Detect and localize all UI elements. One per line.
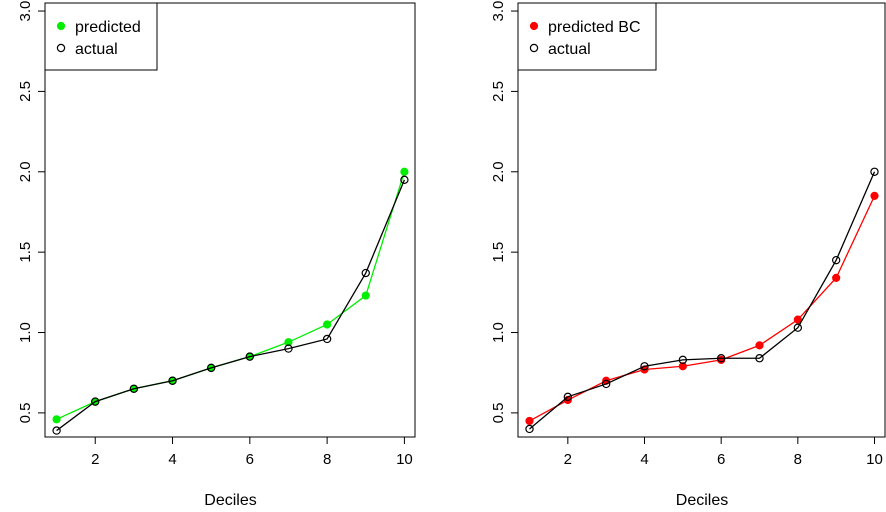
data-point	[755, 341, 764, 350]
data-point	[361, 291, 370, 300]
data-point	[400, 167, 409, 176]
legend-marker	[529, 21, 539, 31]
chart-panel-2: 2 4 6 8 10 0.5 1.0 1.5 2.0 2.5 3.0 Deciles predicted…	[490, 1, 886, 509]
y-tick-label: 1.5	[490, 242, 507, 263]
y-tick-label: 0.5	[17, 402, 34, 423]
legend-box	[517, 2, 657, 71]
legend-label: predicted BC	[548, 19, 641, 36]
data-point	[831, 255, 841, 265]
data-point	[525, 424, 534, 434]
data-point	[525, 416, 534, 426]
x-tick-label: 4	[640, 451, 648, 468]
series-line-actual	[56, 179, 406, 432]
data-point	[601, 379, 611, 389]
data-point	[284, 344, 293, 353]
data-point	[168, 376, 177, 385]
legend-marker	[529, 43, 539, 53]
y-tick-label: 1.0	[17, 322, 34, 343]
x-tick-label: 2	[91, 451, 99, 468]
data-point	[563, 392, 573, 402]
data-point	[361, 268, 370, 278]
data-point	[322, 334, 332, 344]
data-point	[832, 273, 841, 282]
data-point	[793, 315, 802, 324]
x-tick-label: 10	[866, 451, 883, 468]
data-point	[52, 415, 61, 424]
data-point	[245, 352, 255, 361]
data-point	[678, 355, 688, 365]
data-point	[91, 397, 100, 406]
data-point	[793, 323, 803, 332]
x-axis-title: Deciles	[676, 492, 728, 509]
y-tick-label: 0.5	[490, 402, 507, 423]
data-point	[400, 175, 409, 185]
y-tick-label: 1.0	[490, 322, 507, 343]
x-axis-title: Deciles	[204, 492, 256, 509]
y-tick-label: 2.5	[490, 81, 507, 102]
series-line-predicted-bc	[529, 195, 876, 422]
legend-box	[44, 2, 158, 71]
x-tick-label: 4	[168, 451, 176, 468]
legend-label: actual	[548, 41, 591, 58]
y-tick-label: 2.0	[17, 161, 34, 182]
data-point	[206, 363, 216, 373]
data-point	[284, 338, 293, 347]
data-point	[52, 426, 61, 435]
data-point	[323, 320, 332, 329]
legend-label: predicted	[75, 19, 141, 36]
data-point	[678, 362, 687, 371]
legend: predicted BC actual	[517, 2, 657, 71]
y-tick-label: 2.0	[490, 161, 507, 182]
legend-label: actual	[75, 41, 118, 58]
legend: predicted actual	[44, 2, 158, 71]
series-line-actual	[529, 171, 876, 430]
chart-panel-1: 2 4 6 8 10 0.5 1.0 1.5 2.0 2.5 3.0 Deciles predicted…	[17, 1, 416, 509]
y-tick-label: 3.0	[17, 1, 34, 22]
x-tick-label: 6	[246, 451, 254, 468]
data-point	[716, 354, 726, 363]
y-tick-label: 3.0	[490, 1, 507, 22]
plot-frame	[517, 2, 886, 438]
data-point	[870, 191, 879, 200]
data-point	[640, 362, 649, 371]
x-tick-label: 10	[396, 451, 413, 468]
plot-frame	[44, 2, 416, 438]
data-point	[129, 384, 139, 393]
x-tick-label: 2	[564, 451, 572, 468]
legend-marker	[56, 43, 66, 53]
x-tick-label: 8	[794, 451, 802, 468]
data-point	[870, 167, 879, 176]
x-tick-label: 8	[323, 451, 331, 468]
legend-marker	[56, 21, 66, 31]
x-tick-label: 6	[717, 451, 725, 468]
data-point	[755, 354, 764, 363]
y-tick-label: 1.5	[17, 242, 34, 263]
y-tick-label: 2.5	[17, 81, 34, 102]
